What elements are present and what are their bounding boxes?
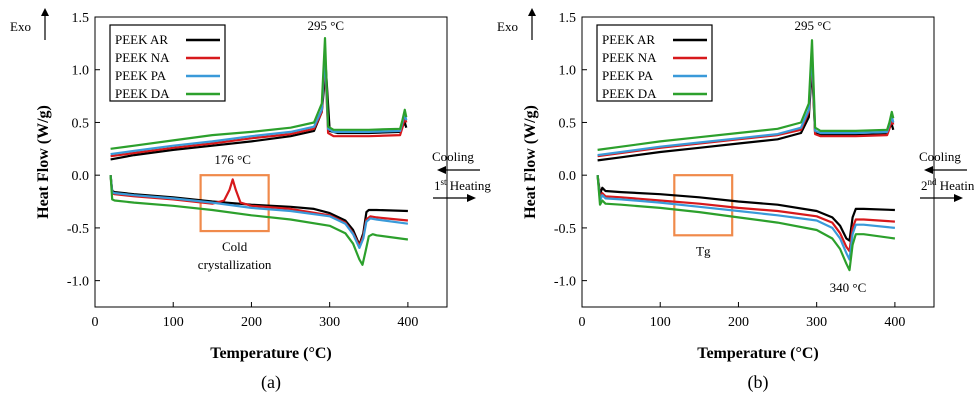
y-tick-label: -0.5 [554,222,576,237]
exo-arrow-head [41,8,49,16]
heating-superscript: nd [928,177,938,187]
chart-panel-1: 0 100 200 300 400 -1.0 -0.5 0.0 0.5 1.0 1.5 Tempera… [10,8,491,393]
y-tick-label: 0.0 [559,169,577,184]
series-line-peek-ar-heating [596,175,895,242]
series-line-peek-da-cooling [110,36,408,150]
series-line-peek-pa-heating [109,175,409,249]
peak-label: 295 °C [794,18,831,33]
heating-label: 2nd Heating [921,177,974,193]
box-label-line2: crystallization [198,257,272,272]
peak-label: 295 °C [307,18,344,33]
x-tick-label: 100 [163,315,184,330]
legend-label: PEEK NA [602,50,657,65]
heating-number: 2 [921,178,928,193]
cooling-label: Cooling [432,149,474,164]
cooling-arrow-head [437,166,446,174]
legend: PEEK AR PEEK NA PEEK PA PEEK DA [596,24,713,102]
chart-panel-2: 0 100 200 300 400 -1.0 -0.5 0.0 0.5 1.0 1.5 Tempera… [497,8,974,393]
panel-label: (a) [261,372,281,393]
legend-label: PEEK PA [115,68,167,83]
legend-label: PEEK AR [115,32,168,47]
x-tick-label: 300 [806,315,827,330]
y-tick-label: 0.5 [72,116,90,131]
heating-number: 1 [434,178,441,193]
y-tick-label: 1.5 [559,11,577,26]
heating-word: Heating [447,178,492,193]
legend-label: PEEK AR [602,32,655,47]
x-tick-label: 0 [579,315,586,330]
x-tick-label: 100 [650,315,671,330]
cooling-arrow-head [924,166,933,174]
exo-label: Exo [497,19,518,34]
x-tick-label: 200 [241,315,262,330]
heating-arrow-head [954,194,963,202]
legend-box [109,24,226,102]
heating-arrow-head [467,194,476,202]
heating-word: Heating [937,178,974,193]
x-tick-label: 400 [884,315,905,330]
x-tick-label: 300 [319,315,340,330]
series-line-peek-pa-heating [596,175,896,261]
series-line-peek-da-heating [596,175,896,272]
cold-crystallization-peak-label: 176 °C [214,152,251,167]
x-tick-label: 0 [92,315,99,330]
y-tick-label: -0.5 [67,222,89,237]
legend-label: PEEK DA [115,86,170,101]
x-tick-label: 400 [397,315,418,330]
y-tick-label: 1.0 [72,64,90,79]
y-tick-label: 0.5 [559,116,577,131]
y-tick-label: -1.0 [67,275,89,290]
y-tick-label: -1.0 [554,275,576,290]
legend-label: PEEK PA [602,68,654,83]
box-label-line1: Cold [222,239,248,254]
heating-label: 1st Heating [434,177,491,193]
plot-frame [94,16,448,308]
legend: PEEK AR PEEK NA PEEK PA PEEK DA [109,24,226,102]
legend-box [596,24,713,102]
y-axis-title: Heat Flow (W/g) [35,105,52,219]
melt-peak-label: 340 °C [830,280,867,295]
legend-label: PEEK DA [602,86,657,101]
highlight-box [673,174,734,237]
y-tick-label: 1.0 [559,64,577,79]
heating-superscript: st [441,177,448,187]
legend-label: PEEK NA [115,50,170,65]
series-line-peek-da-cooling [597,39,895,151]
series-line-peek-na-heating [596,175,895,253]
x-tick-label: 200 [728,315,749,330]
box-label-tg: Tg [696,243,711,258]
panel-label: (b) [748,372,769,393]
y-tick-label: 0.0 [72,169,90,184]
exo-arrow-head [528,8,536,16]
x-axis-title: Temperature (°C) [210,345,331,362]
y-axis-title: Heat Flow (W/g) [522,105,539,219]
exo-label: Exo [10,19,31,34]
cooling-label: Cooling [919,149,961,164]
plot-frame [581,16,935,308]
series-line-peek-da-heating [109,175,409,266]
x-axis-title: Temperature (°C) [697,345,818,362]
y-tick-label: 1.5 [72,11,90,26]
